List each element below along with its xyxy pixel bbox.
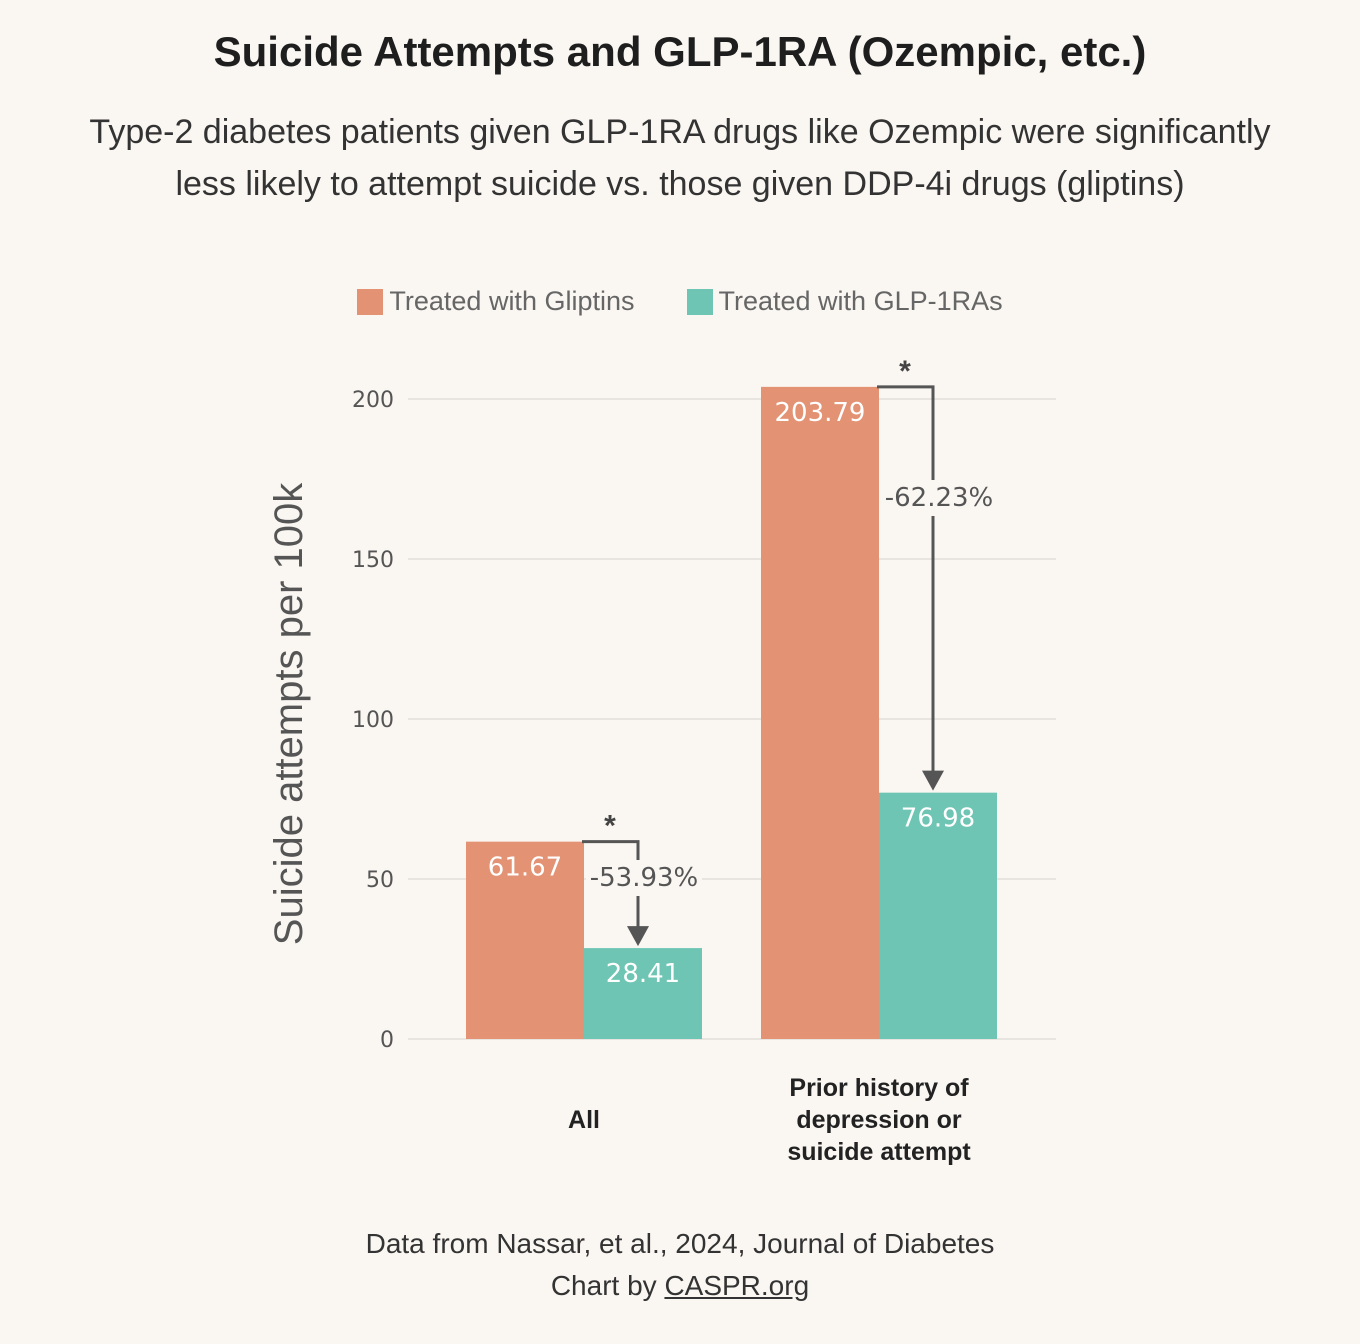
footer-credit-prefix: Chart by [550, 1270, 657, 1301]
annotation-arrowhead [922, 770, 944, 791]
legend-swatch-glp1 [686, 288, 713, 315]
legend: Treated with Gliptins Treated with GLP-1… [0, 286, 1360, 317]
annotation-label-bg [586, 860, 702, 896]
category-label: depression or [796, 1106, 962, 1134]
annotation-bracket [582, 840, 640, 929]
significance-star: * [604, 810, 616, 843]
annotation-arrowhead [627, 926, 649, 947]
chart-title: Suicide Attempts and GLP-1RA (Ozempic, e… [213, 28, 1147, 75]
category-label: Prior history of [789, 1074, 969, 1102]
bar-gliptins [761, 386, 879, 1039]
bar-gliptins [466, 841, 584, 1039]
y-tick-label: 0 [380, 1028, 394, 1053]
legend-label-glp1: Treated with GLP-1RAs [718, 286, 1003, 316]
subtitle-line-2: less likely to attempt suicide vs. those… [175, 165, 1185, 203]
category-label: suicide attempt [787, 1138, 971, 1166]
footer-source: Data from Nassar, et al., 2024, Journal … [365, 1228, 995, 1259]
annotation-change-label: -62.23% [885, 483, 994, 513]
y-tick-label: 100 [352, 708, 394, 733]
legend-swatch-gliptins [357, 288, 384, 315]
bar-value-label: 203.79 [775, 398, 866, 428]
bar-value-label: 76.98 [901, 804, 975, 834]
bar-glp1 [879, 792, 997, 1039]
y-tick-label: 150 [352, 548, 394, 573]
subtitle-line-1: Type-2 diabetes patients given GLP-1RA d… [89, 113, 1271, 151]
y-tick-label: 50 [366, 868, 394, 893]
annotation-bracket [877, 385, 935, 773]
significance-star: * [899, 355, 911, 388]
caspr-link[interactable]: CASPR.org [664, 1270, 810, 1301]
legend-item-glp1: Treated with GLP-1RAs [686, 286, 1003, 317]
legend-item-gliptins: Treated with Gliptins [357, 286, 635, 317]
chart-subtitle: Type-2 diabetes patients given GLP-1RA d… [40, 106, 1320, 210]
bar-value-label: 28.41 [606, 959, 680, 989]
bar-glp1 [584, 948, 702, 1039]
annotation-change-label: -53.93% [590, 863, 699, 893]
y-tick-label: 200 [352, 388, 394, 413]
reduction-annotation: -53.93% * [582, 810, 702, 947]
legend-label-gliptins: Treated with Gliptins [389, 286, 635, 316]
footer-credit: Chart by CASPR.org [0, 1270, 1360, 1302]
y-axis-label: Suicide attempts per 100k [267, 482, 311, 945]
annotation-label-bg [881, 480, 997, 516]
bar-value-label: 61.67 [488, 853, 562, 883]
reduction-annotation: -62.23% * [877, 355, 997, 791]
category-label: All [568, 1106, 600, 1134]
